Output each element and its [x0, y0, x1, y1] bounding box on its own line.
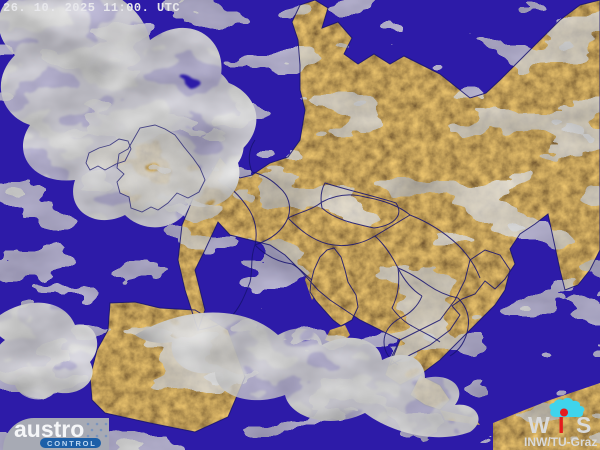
svg-text:CONTROL: CONTROL — [47, 439, 97, 448]
svg-text:26. 10. 2025 11:00. UTC: 26. 10. 2025 11:00. UTC — [3, 1, 180, 15]
svg-text:INW/TU-Graz: INW/TU-Graz — [524, 435, 597, 449]
